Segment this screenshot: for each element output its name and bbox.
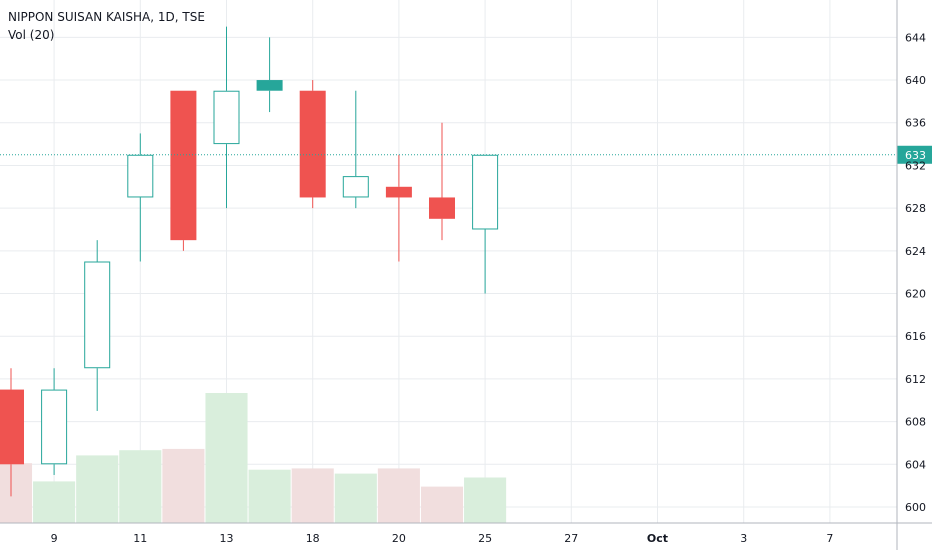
candle-body bbox=[472, 154, 499, 230]
x-tick-label: 11 bbox=[133, 532, 147, 545]
volume-bar bbox=[420, 486, 464, 523]
x-tick-label: 25 bbox=[478, 532, 492, 545]
x-tick-label: 9 bbox=[51, 532, 58, 545]
y-tick-label: 640 bbox=[905, 74, 926, 87]
candle-body bbox=[213, 90, 240, 145]
candle[interactable] bbox=[84, 240, 111, 411]
volume-bars bbox=[0, 393, 507, 523]
y-tick-label: 616 bbox=[905, 330, 926, 343]
volume-bar bbox=[205, 393, 248, 523]
candle-body bbox=[170, 90, 197, 241]
candle[interactable] bbox=[385, 154, 412, 262]
x-tick-label: 18 bbox=[306, 532, 320, 545]
last-price-badge bbox=[897, 145, 932, 164]
y-tick-label: 620 bbox=[905, 288, 926, 301]
candle-body bbox=[299, 90, 326, 198]
volume-bar bbox=[291, 468, 334, 523]
y-tick-label: 644 bbox=[905, 31, 926, 44]
candle[interactable] bbox=[213, 26, 240, 209]
candle-body bbox=[0, 389, 24, 465]
volume-bar bbox=[162, 448, 205, 523]
candle[interactable] bbox=[472, 154, 499, 294]
volume-bar bbox=[76, 455, 119, 523]
symbol-title[interactable]: NIPPON SUISAN KAISHA, 1D, TSE bbox=[8, 10, 205, 24]
candle-body bbox=[84, 261, 111, 369]
y-tick-label: 624 bbox=[905, 245, 926, 258]
volume-bar bbox=[0, 463, 33, 523]
volume-bar bbox=[334, 473, 377, 523]
candle-body bbox=[342, 176, 369, 198]
candle-body bbox=[256, 80, 283, 91]
y-tick-label: 632 bbox=[905, 159, 926, 172]
candle[interactable] bbox=[41, 368, 68, 475]
chart-legend: NIPPON SUISAN KAISHA, 1D, TSE Vol (20) bbox=[8, 8, 205, 44]
candle[interactable] bbox=[127, 133, 154, 262]
x-tick-label: 3 bbox=[740, 532, 747, 545]
x-tick-label: 13 bbox=[220, 532, 234, 545]
x-tick-label: 7 bbox=[826, 532, 833, 545]
volume-bar bbox=[119, 450, 162, 523]
candle[interactable] bbox=[299, 80, 326, 209]
volume-bar bbox=[464, 477, 507, 523]
x-tick-label: 27 bbox=[564, 532, 578, 545]
candle-body bbox=[127, 154, 154, 198]
x-tick-label: 20 bbox=[392, 532, 406, 545]
y-tick-label: 612 bbox=[905, 373, 926, 386]
volume-indicator-label[interactable]: Vol (20) bbox=[8, 28, 55, 42]
y-tick-label: 636 bbox=[905, 117, 926, 130]
candle-body bbox=[429, 197, 455, 219]
candle[interactable] bbox=[342, 90, 369, 209]
volume-bar bbox=[377, 468, 420, 523]
candle-body bbox=[41, 389, 68, 465]
x-tick-label: Oct bbox=[647, 532, 668, 545]
y-tick-label: 628 bbox=[905, 202, 926, 215]
last-price-line: 633 bbox=[0, 145, 932, 164]
y-tick-label: 600 bbox=[905, 501, 926, 514]
candle[interactable] bbox=[429, 122, 455, 241]
candle[interactable] bbox=[256, 37, 283, 113]
last-price-label: 633 bbox=[905, 149, 926, 162]
volume-bar bbox=[33, 481, 76, 523]
candlesticks[interactable] bbox=[0, 26, 499, 497]
candle[interactable] bbox=[0, 368, 24, 497]
grid bbox=[0, 0, 897, 523]
candle-body bbox=[385, 186, 412, 198]
candle[interactable] bbox=[170, 90, 197, 251]
y-tick-label: 604 bbox=[905, 458, 926, 471]
y-tick-label: 608 bbox=[905, 416, 926, 429]
volume-bar bbox=[248, 469, 291, 523]
